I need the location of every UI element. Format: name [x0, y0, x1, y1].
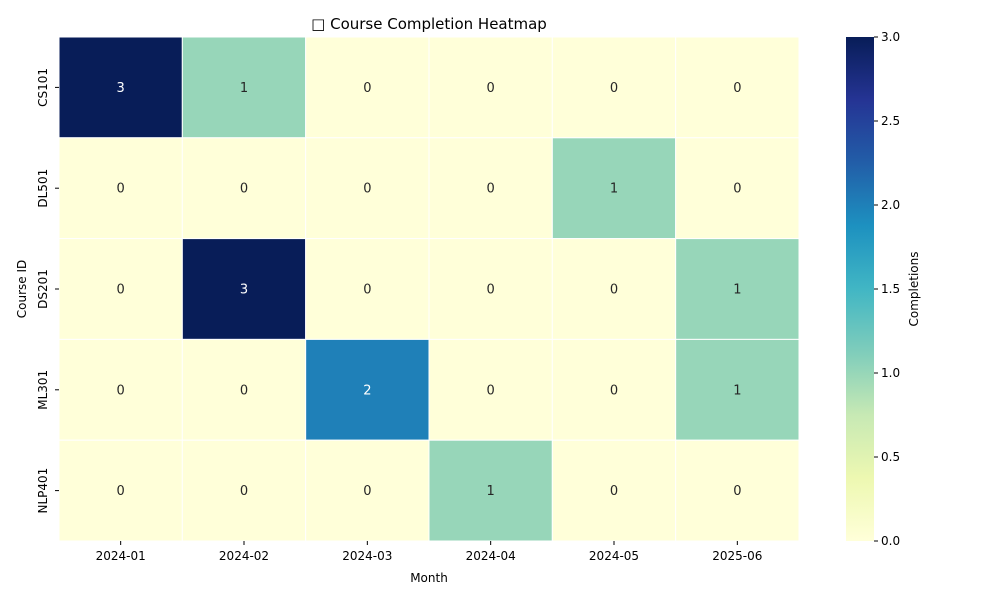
colorbar: 0.0 0.5 1.0 1.5 2.0 2.5 3.0: [846, 30, 900, 548]
colorbar-tick-label: 1.0: [881, 366, 900, 380]
cell-value-label: 0: [610, 81, 618, 96]
cell-value-label: 0: [363, 484, 371, 499]
heatmap-cell: [181, 137, 307, 240]
heatmap-cell: [675, 439, 800, 542]
heatmap-cell: [428, 238, 553, 340]
cell-value-label: 0: [610, 383, 618, 398]
cell-value-label: 1: [733, 283, 741, 298]
heatmap-cell: [305, 338, 430, 441]
y-tick-label: DS201: [36, 269, 50, 309]
y-tick-label: NLP401: [36, 468, 50, 514]
heatmap-cell: [675, 238, 800, 340]
colorbar-label: Completions: [907, 252, 921, 327]
cell-value-label: 0: [117, 283, 125, 298]
cell-value-label: 1: [610, 182, 618, 197]
cell-value-label: 0: [363, 81, 371, 96]
colorbar-tick-label: 0.0: [881, 534, 900, 548]
heatmap-cell: [181, 36, 307, 139]
cell-value-label: 0: [610, 283, 618, 298]
y-axis-label: Course ID: [15, 260, 29, 319]
colorbar-tick-label: 0.5: [881, 450, 900, 464]
cell-value-label: 0: [240, 383, 248, 398]
y-tick-label: CS101: [36, 68, 50, 107]
heatmap-cell: [58, 238, 183, 340]
y-tick-label: ML301: [36, 370, 50, 410]
cell-value-label: 3: [117, 81, 125, 96]
y-tick-label: DL501: [36, 169, 50, 208]
cell-value-label: 0: [240, 182, 248, 197]
cell-value-label: 0: [117, 484, 125, 499]
heatmap-cell: [58, 338, 183, 441]
cell-value-label: 0: [240, 484, 248, 499]
colorbar-tick-label: 2.0: [881, 198, 900, 212]
chart-title: □ Course Completion Heatmap: [311, 15, 547, 33]
cell-value-label: 0: [487, 182, 495, 197]
colorbar-tick-label: 3.0: [881, 30, 900, 44]
cell-value-label: 1: [240, 81, 248, 96]
cell-value-label: 0: [487, 81, 495, 96]
colorbar-tick-label: 2.5: [881, 114, 900, 128]
cell-value-label: 0: [363, 182, 371, 197]
heatmap-cell: [675, 338, 800, 441]
cell-value-label: 0: [117, 383, 125, 398]
heatmap-cell: [428, 137, 553, 240]
heatmap-cell: [58, 439, 183, 542]
x-axis: 2024-01 2024-02 2024-03 2024-04 2024-05 2025-…: [96, 541, 762, 563]
x-tick-label: 2024-02: [219, 549, 269, 563]
cell-value-label: 0: [610, 484, 618, 499]
cell-value-label: 1: [487, 484, 495, 499]
heatmap-cell: [181, 238, 307, 340]
colorbar-gradient: [846, 37, 874, 541]
x-tick-label: 2025-06: [712, 549, 762, 563]
x-tick-label: 2024-04: [466, 549, 516, 563]
heatmap-cell: [428, 338, 553, 441]
cell-value-label: 0: [733, 484, 741, 499]
heatmap-cells: 3 1 0 0 0 0 0 0 0 0 1 0 0 3 0 0 0 1 0 0 2 0 0 1 0 0 0 1 0 0: [58, 36, 800, 542]
heatmap-cell: [551, 338, 677, 441]
heatmap-cell: [428, 439, 553, 542]
colorbar-tick-label: 1.5: [881, 282, 900, 296]
heatmap-cell: [428, 36, 553, 139]
x-tick-label: 2024-01: [96, 549, 146, 563]
cell-value-label: 0: [117, 182, 125, 197]
cell-value-label: 2: [363, 383, 371, 398]
heatmap-cell: [551, 439, 677, 542]
x-tick-label: 2024-03: [342, 549, 392, 563]
heatmap-cell: [551, 238, 677, 340]
heatmap-cell: [675, 36, 800, 139]
heatmap-cell: [675, 137, 800, 240]
heatmap-cell: [551, 36, 677, 139]
cell-value-label: 0: [733, 81, 741, 96]
x-axis-label: Month: [410, 571, 448, 585]
heatmap-cell: [305, 238, 430, 340]
heatmap-cell: [181, 338, 307, 441]
cell-value-label: 0: [487, 383, 495, 398]
cell-value-label: 0: [363, 283, 371, 298]
y-axis: CS101 DL501 DS201 ML301 NLP401: [36, 68, 59, 514]
heatmap-cell: [305, 439, 430, 542]
cell-value-label: 0: [487, 283, 495, 298]
cell-value-label: 0: [733, 182, 741, 197]
cell-value-label: 1: [733, 383, 741, 398]
x-tick-label: 2024-05: [589, 549, 639, 563]
cell-value-label: 3: [240, 283, 248, 298]
heatmap-cell: [305, 36, 430, 139]
heatmap-cell: [58, 36, 183, 139]
